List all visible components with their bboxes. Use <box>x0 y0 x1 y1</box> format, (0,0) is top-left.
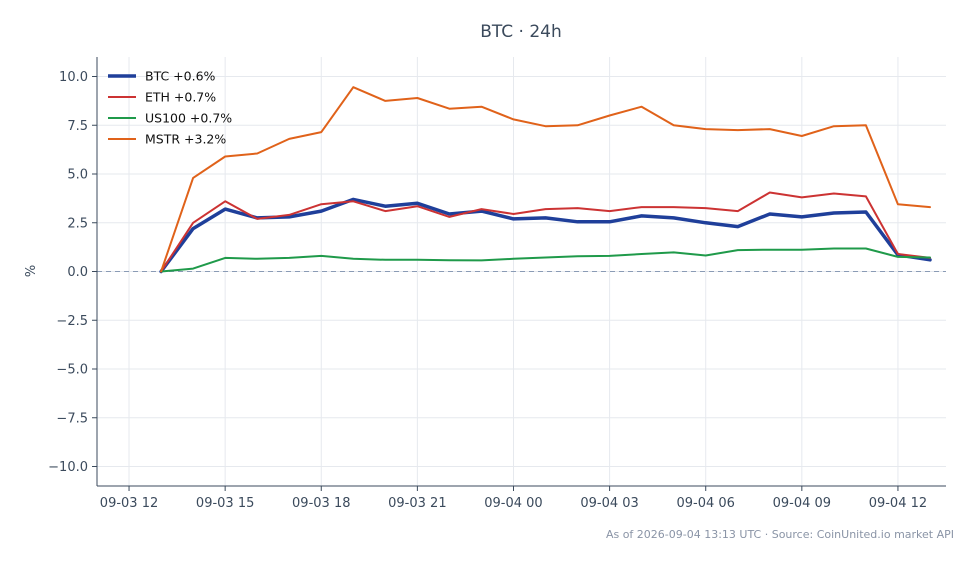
y-tick-label: 0.0 <box>67 265 88 280</box>
y-axis-label: % <box>24 265 39 277</box>
x-tick-label: 09-04 00 <box>484 496 542 511</box>
y-tick-label: 7.5 <box>67 119 88 134</box>
chart-title: BTC · 24h <box>480 22 562 42</box>
y-tick-label: −5.0 <box>56 363 88 378</box>
footer-source: As of 2026-09-04 13:13 UTC · Source: Coi… <box>606 528 954 541</box>
axes: 09-03 12 09-03 15 09-03 18 09-03 21 09-04 00… <box>48 57 946 511</box>
legend: BTC +0.6% ETH +0.7% US100 +0.7% MSTR +3.2% <box>108 69 232 147</box>
series-lines <box>159 86 932 274</box>
series-line-2 <box>160 191 931 273</box>
y-tick-label: −7.5 <box>56 411 88 426</box>
x-tick-label: 09-04 12 <box>869 496 927 511</box>
legend-label: MSTR +3.2% <box>145 132 226 147</box>
grid <box>97 57 946 486</box>
legend-label: US100 +0.7% <box>145 111 232 126</box>
y-tick-label: −10.0 <box>48 460 88 475</box>
legend-label: ETH +0.7% <box>145 90 216 105</box>
y-tick-label: 2.5 <box>67 216 88 231</box>
x-tick-label: 09-03 15 <box>196 496 254 511</box>
x-tick-label: 09-04 09 <box>773 496 831 511</box>
y-tick-label: −2.5 <box>56 314 88 329</box>
y-tick-label: 10.0 <box>59 70 88 85</box>
x-tick-label: 09-03 18 <box>292 496 350 511</box>
series-line-1 <box>159 197 932 274</box>
x-tick-label: 09-04 06 <box>676 496 734 511</box>
series-line-4 <box>160 86 931 273</box>
y-tick-label: 5.0 <box>67 168 88 183</box>
legend-label: BTC +0.6% <box>145 69 216 84</box>
x-tick-label: 09-04 03 <box>580 496 638 511</box>
x-tick-label: 09-03 12 <box>100 496 158 511</box>
x-tick-label: 09-03 21 <box>388 496 446 511</box>
series-line-3 <box>160 247 931 273</box>
